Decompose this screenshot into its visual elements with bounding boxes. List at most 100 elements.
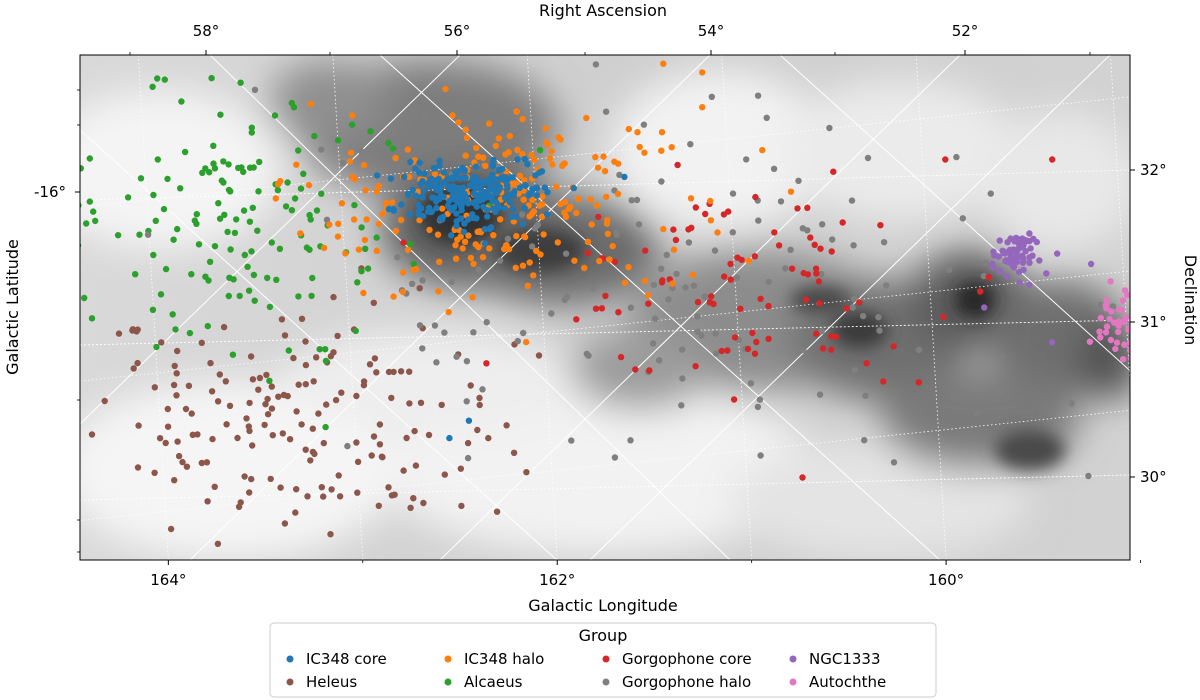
data-point (518, 211, 526, 218)
data-point (86, 198, 94, 205)
data-point (437, 184, 445, 191)
data-point (162, 265, 170, 273)
data-point (1036, 257, 1043, 264)
data-point (326, 221, 333, 228)
data-point (461, 220, 468, 227)
data-point (428, 175, 435, 182)
data-point (883, 282, 890, 289)
data-point (88, 315, 96, 322)
data-point (277, 484, 284, 491)
data-point (472, 241, 479, 248)
data-point (562, 250, 570, 257)
data-point (275, 393, 282, 400)
data-point (295, 293, 302, 300)
data-point (510, 205, 517, 213)
data-point (330, 349, 337, 356)
data-point (278, 316, 286, 323)
data-point (714, 229, 721, 236)
data-point (749, 329, 756, 337)
data-point (465, 232, 472, 239)
data-point (198, 339, 205, 346)
data-point (712, 350, 720, 357)
data-point (231, 229, 239, 237)
data-point (132, 271, 139, 278)
galactic-longitude-gridline (526, 55, 558, 560)
data-point (267, 475, 274, 483)
data-point (334, 137, 342, 144)
data-point (409, 186, 416, 193)
data-point (531, 225, 539, 232)
data-point (1097, 314, 1105, 322)
data-point (721, 273, 728, 280)
data-point (407, 240, 414, 248)
data-point (448, 232, 455, 239)
data-point (318, 484, 325, 491)
data-point (223, 421, 230, 428)
data-point (173, 392, 180, 399)
data-point (484, 177, 492, 185)
data-point (1103, 323, 1111, 330)
data-point (571, 257, 578, 264)
data-point (307, 457, 314, 464)
data-point (991, 252, 998, 259)
data-point (342, 250, 349, 257)
declination-gridline (80, 319, 1130, 346)
data-point (1145, 539, 1151, 545)
legend-label: IC348 halo (464, 650, 544, 668)
data-point (335, 220, 342, 227)
data-point (373, 369, 380, 376)
data-point (1111, 319, 1118, 326)
top-tick-label: 54° (698, 22, 725, 40)
data-point (636, 143, 643, 151)
data-point (178, 98, 185, 105)
data-point (195, 241, 203, 248)
data-point (156, 435, 164, 442)
data-point (765, 335, 772, 342)
data-point (308, 292, 315, 300)
data-point (334, 332, 341, 340)
data-point (596, 257, 603, 265)
data-point (828, 333, 835, 340)
data-point (240, 168, 247, 176)
data-point (487, 184, 494, 191)
data-point (279, 430, 286, 437)
data-point (1103, 297, 1111, 304)
data-point (295, 147, 302, 154)
data-point (996, 237, 1003, 244)
data-point (388, 492, 396, 499)
data-point (848, 197, 856, 204)
data-point (248, 129, 255, 136)
data-point (521, 177, 528, 184)
data-point (559, 161, 566, 169)
data-point (594, 164, 602, 171)
data-point (298, 315, 306, 322)
data-point (811, 241, 818, 248)
data-point (504, 185, 511, 192)
data-point (473, 215, 480, 222)
data-point (813, 270, 820, 277)
data-point (382, 199, 389, 207)
data-point (440, 169, 448, 176)
data-point (433, 177, 440, 184)
data-point (355, 246, 363, 253)
data-point (385, 139, 392, 147)
plot-frame (79, 54, 1131, 561)
data-point (349, 173, 356, 181)
data-point (297, 230, 304, 237)
data-point (668, 144, 675, 151)
data-point (363, 216, 370, 223)
data-point (849, 304, 856, 311)
data-point (430, 165, 437, 172)
data-point (799, 474, 806, 481)
data-point (1068, 400, 1075, 407)
data-point (996, 267, 1004, 275)
data-point (1015, 240, 1023, 247)
series-autochthe (1086, 278, 1130, 363)
data-point (1119, 297, 1127, 304)
data-point (692, 363, 699, 370)
data-point (1118, 306, 1125, 313)
data-point (656, 357, 663, 364)
data-point (449, 112, 456, 119)
data-point (1127, 355, 1130, 362)
data-point (1102, 329, 1110, 336)
